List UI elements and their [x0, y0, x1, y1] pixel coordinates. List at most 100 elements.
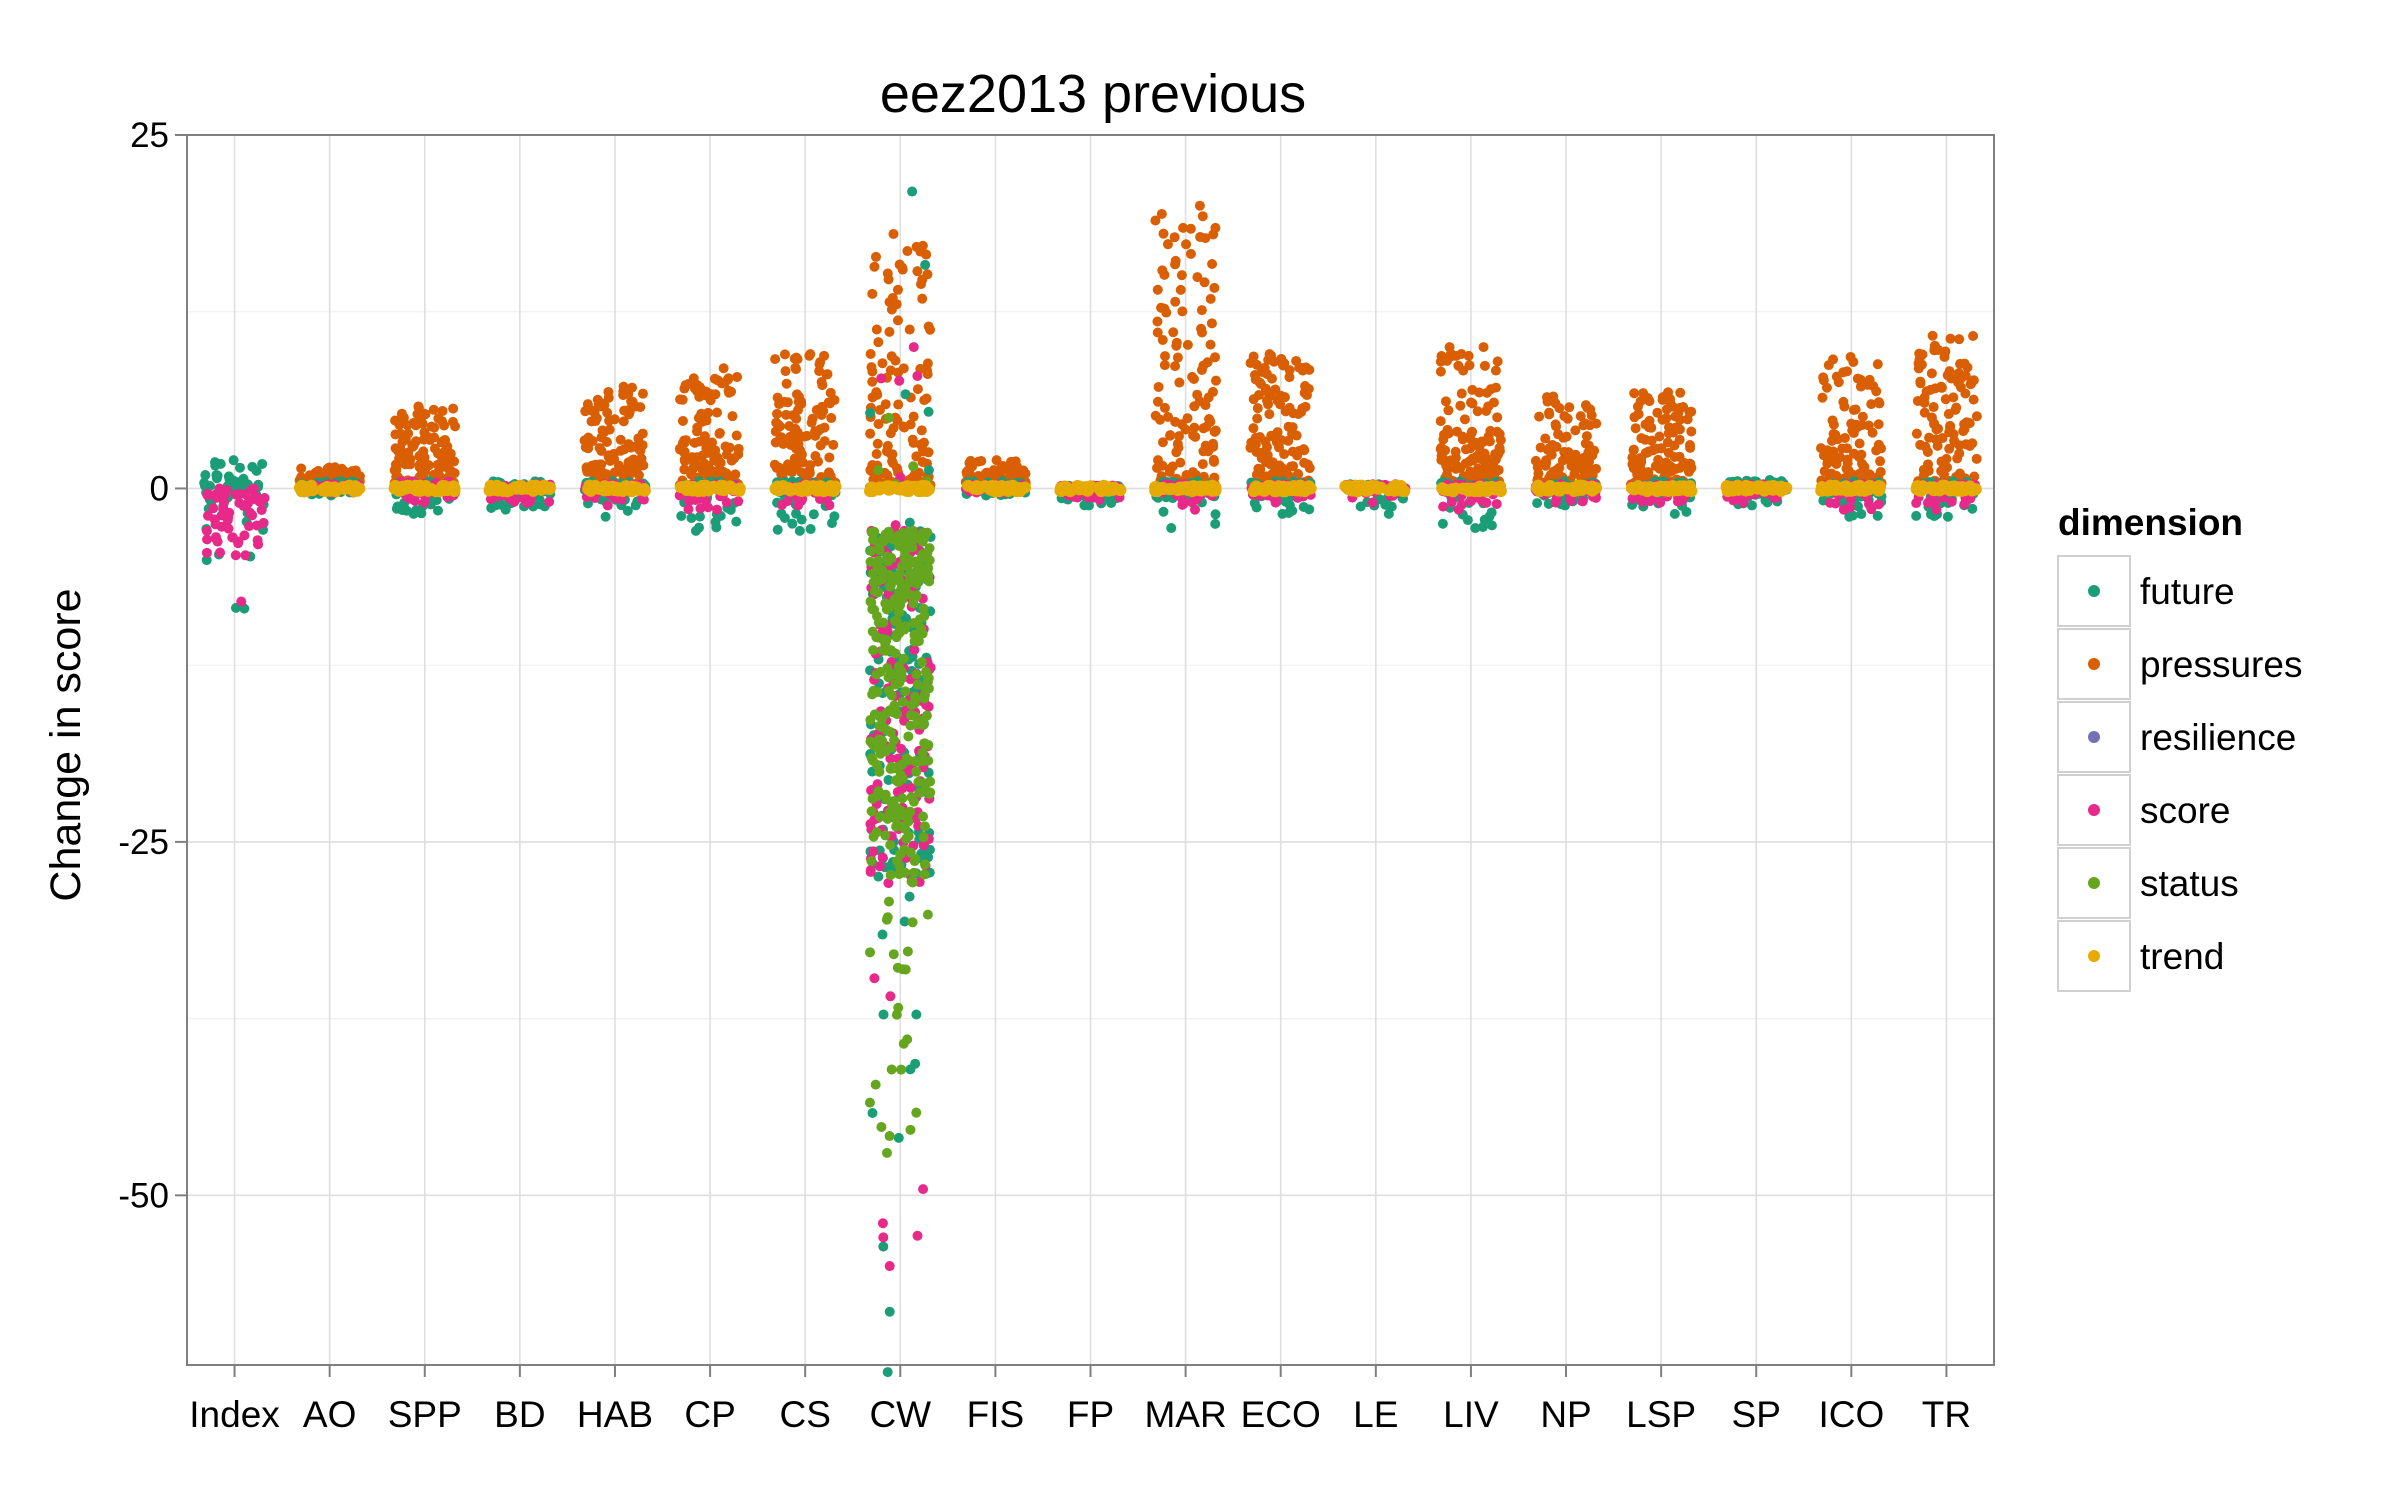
point-score — [202, 490, 213, 501]
point-pressures — [1188, 430, 1199, 441]
point-status — [908, 867, 919, 878]
point-pressures — [693, 412, 704, 423]
point-pressures — [780, 366, 791, 377]
point-future — [1532, 498, 1543, 509]
point-pressures — [1926, 368, 1937, 379]
point-pressures — [1629, 412, 1640, 423]
point-status — [916, 657, 927, 668]
point-score — [240, 550, 251, 561]
point-pressures — [423, 432, 434, 443]
point-status — [894, 540, 905, 551]
point-status — [880, 645, 891, 656]
point-pressures — [1209, 282, 1220, 293]
point-future — [1856, 509, 1867, 520]
point-pressures — [1629, 388, 1640, 399]
point-pressures — [1207, 258, 1218, 269]
point-score — [419, 497, 430, 508]
point-pressures — [450, 421, 461, 432]
point-score — [896, 743, 907, 754]
point-pressures — [1187, 371, 1198, 382]
point-pressures — [789, 453, 800, 464]
point-pressures — [1152, 462, 1163, 473]
point-pressures — [604, 424, 615, 435]
point-pressures — [619, 405, 630, 416]
point-score — [1838, 504, 1849, 515]
point-status — [867, 689, 878, 700]
point-future — [1746, 500, 1757, 511]
point-pressures — [785, 439, 796, 450]
point-status — [866, 855, 877, 866]
point-pressures — [690, 383, 701, 394]
point-pressures — [814, 366, 825, 377]
point-pressures — [1488, 397, 1499, 408]
point-pressures — [892, 284, 903, 295]
point-score — [1577, 496, 1588, 507]
point-future — [1251, 502, 1262, 513]
point-status — [874, 734, 885, 745]
point-pressures — [826, 413, 837, 424]
point-pressures — [771, 417, 782, 428]
point-score — [884, 1261, 895, 1272]
point-status — [907, 525, 918, 536]
point-pressures — [1939, 469, 1950, 480]
point-score — [1959, 499, 1970, 510]
point-pressures — [1854, 438, 1865, 449]
point-status — [871, 827, 882, 838]
point-score — [210, 519, 221, 530]
point-status — [906, 699, 917, 710]
point-pressures — [894, 259, 905, 270]
point-status — [898, 653, 909, 664]
point-pressures — [1292, 450, 1303, 461]
point-pressures — [709, 373, 720, 384]
point-pressures — [1262, 386, 1273, 397]
point-pressures — [793, 438, 804, 449]
point-pressures — [1195, 231, 1206, 242]
point-status — [883, 672, 894, 683]
point-future — [1298, 501, 1309, 512]
point-future — [787, 518, 798, 529]
point-score — [890, 520, 901, 531]
point-pressures — [1646, 435, 1657, 446]
point-score — [877, 1218, 888, 1229]
point-pressures — [1656, 443, 1667, 454]
point-status — [893, 530, 904, 541]
point-pressures — [1591, 463, 1602, 474]
point-status — [897, 696, 908, 707]
point-pressures — [729, 453, 740, 464]
point-pressures — [1211, 375, 1222, 386]
point-status — [921, 710, 932, 721]
point-pressures — [789, 353, 800, 364]
point-trend — [405, 481, 418, 494]
point-pressures — [1921, 386, 1932, 397]
point-pressures — [390, 429, 401, 440]
point-pressures — [1157, 437, 1168, 448]
point-pressures — [1661, 413, 1672, 424]
point-pressures — [390, 415, 401, 426]
point-pressures — [1279, 392, 1290, 403]
point-status — [865, 947, 876, 958]
point-score — [485, 494, 496, 505]
point-pressures — [884, 326, 895, 337]
y-axis-label: Change in score — [42, 588, 90, 901]
point-status — [903, 731, 914, 742]
point-status — [885, 839, 896, 850]
point-pressures — [1828, 446, 1839, 457]
point-pressures — [429, 443, 440, 454]
point-pressures — [1637, 470, 1648, 481]
point-pressures — [1490, 365, 1501, 376]
point-pressures — [911, 451, 922, 462]
point-pressures — [637, 428, 648, 439]
point-status — [923, 755, 934, 766]
point-pressures — [1178, 222, 1189, 233]
point-score — [1873, 499, 1884, 510]
point-status — [892, 571, 903, 582]
point-status — [909, 711, 920, 722]
point-score — [865, 865, 876, 876]
point-score — [1946, 496, 1957, 507]
point-pressures — [714, 428, 725, 439]
point-pressures — [1964, 440, 1975, 451]
point-score — [1446, 496, 1457, 507]
point-future — [1383, 508, 1394, 519]
point-pressures — [1441, 460, 1452, 471]
point-status — [924, 576, 935, 587]
